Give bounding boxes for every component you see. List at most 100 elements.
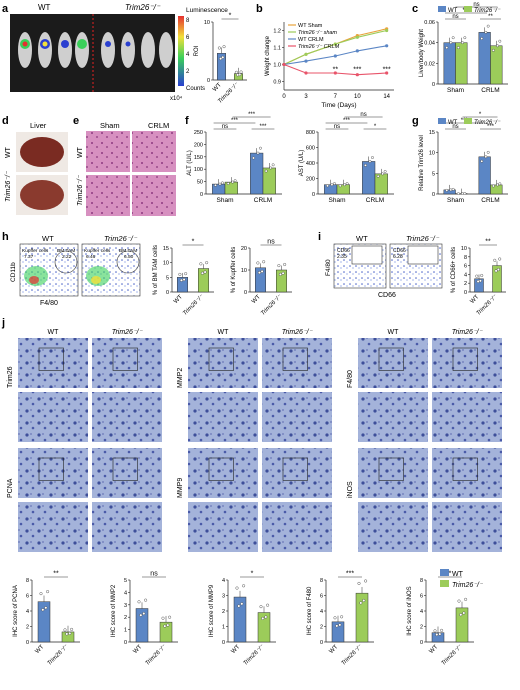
y-tick-label: 600 xyxy=(306,146,315,152)
colorbar-title: Luminescence xyxy=(186,7,228,14)
data-point xyxy=(266,604,269,607)
ihc-image xyxy=(188,502,258,552)
x-tick-label: WT xyxy=(251,294,262,305)
series-point xyxy=(385,44,388,47)
y-tick-label: 8 xyxy=(464,255,467,261)
panel-label-d: d xyxy=(2,115,9,127)
data-point xyxy=(343,184,345,186)
bar xyxy=(258,613,270,642)
ihc-image xyxy=(358,502,428,552)
data-point xyxy=(487,25,489,27)
y-tick-label: 6 xyxy=(464,264,467,270)
x-tick-label: 0 xyxy=(282,94,286,100)
panel-e: e Sham CRLM WT Trim26⁻/⁻ xyxy=(73,115,176,216)
y-tick-label: 10 xyxy=(163,261,169,267)
ihc-image xyxy=(358,338,428,388)
sig-label: * xyxy=(449,571,452,578)
sig-label: ** xyxy=(485,239,491,246)
he-image xyxy=(86,175,130,216)
bar xyxy=(276,270,287,292)
data-point xyxy=(265,170,267,172)
bar xyxy=(38,602,50,642)
sig-label: ** xyxy=(488,14,493,20)
y-tick-label: 0.02 xyxy=(424,61,435,67)
y-tick-label: 1.1 xyxy=(273,46,281,52)
x-tick-label: Sham xyxy=(217,197,234,204)
x-tick-label: CRLM xyxy=(481,197,499,204)
data-point xyxy=(496,184,498,186)
ihc-col-ko: Trim26⁻/⁻ xyxy=(112,329,144,336)
data-point xyxy=(262,617,265,620)
ihc-image xyxy=(18,502,88,552)
bar xyxy=(491,46,503,84)
x-tick-label: Trim26⁻/⁻ xyxy=(341,644,364,667)
gate-label: Kupffer cells xyxy=(22,248,49,254)
data-point xyxy=(364,164,366,166)
sig-label: *** xyxy=(353,66,361,73)
bar xyxy=(234,597,246,642)
y-tick-label: 0 xyxy=(244,290,247,296)
he-image xyxy=(132,175,176,216)
ihc-col-ko: Trim26⁻/⁻ xyxy=(452,329,484,336)
gate-label: BM TAM xyxy=(57,248,75,254)
sig-label: * xyxy=(229,13,232,20)
ihc-row-label: F4/80 xyxy=(347,370,354,388)
data-point xyxy=(138,601,141,604)
ihc-row-label: MMP2 xyxy=(177,368,184,388)
flow-h-ylabel: CD11b xyxy=(10,262,17,282)
data-point xyxy=(384,170,386,172)
bar xyxy=(375,174,388,194)
data-point xyxy=(339,185,341,187)
data-point xyxy=(260,605,263,608)
y-tick-label: 0 xyxy=(432,192,435,198)
y-tick-label: 8 xyxy=(420,578,423,584)
panel-label-b: b xyxy=(256,3,263,15)
data-point xyxy=(204,271,207,274)
data-point xyxy=(235,71,238,74)
sig-label: ns xyxy=(360,112,366,118)
bar xyxy=(263,168,276,194)
panel-label-i: i xyxy=(318,231,321,243)
data-point xyxy=(179,273,182,276)
flow-i-wt: WT xyxy=(356,234,368,243)
data-point xyxy=(439,633,442,636)
x-tick-label: Sham xyxy=(447,197,464,204)
data-point xyxy=(265,616,268,619)
data-point xyxy=(240,71,243,74)
data-point xyxy=(231,181,233,183)
cb-tick: 8 xyxy=(186,18,190,24)
y-tick-label: 3 xyxy=(124,603,127,609)
y-tick-label: 2 xyxy=(420,625,423,631)
panel-label-e: e xyxy=(73,115,79,127)
x-tick-label: Trim26⁻/⁻ xyxy=(243,644,266,667)
flow-i-ylabel: F4/80 xyxy=(325,259,332,276)
liver-wt xyxy=(20,137,64,167)
y-tick-label: 0 xyxy=(312,192,315,198)
bar xyxy=(456,43,468,84)
panel-h: h WT Trim26⁻/⁻ Kupffer cells BM TAM 7.37… xyxy=(2,231,292,317)
y-tick-label: 10 xyxy=(204,20,210,26)
x-tick-label: CRLM xyxy=(254,197,272,204)
data-point xyxy=(446,46,448,48)
data-point xyxy=(492,49,494,51)
data-point xyxy=(269,167,271,169)
data-point xyxy=(40,592,43,595)
y-tick-label: 2 xyxy=(222,609,225,615)
data-point xyxy=(463,612,466,615)
bar xyxy=(160,622,172,642)
data-point xyxy=(262,260,265,263)
data-point xyxy=(464,598,467,601)
y-tick-label: 150 xyxy=(194,155,203,161)
ihc-col-wt: WT xyxy=(388,329,400,336)
y-tick-label: 1.2 xyxy=(273,29,281,35)
y-tick-label: 2 xyxy=(26,625,29,631)
panel-label-h: h xyxy=(2,231,9,243)
sig-label: * xyxy=(251,571,254,578)
data-point xyxy=(499,183,501,185)
y-tick-label: 0 xyxy=(432,82,435,88)
x-tick-label: WT xyxy=(35,644,46,655)
y-tick-label: 50 xyxy=(197,180,203,186)
